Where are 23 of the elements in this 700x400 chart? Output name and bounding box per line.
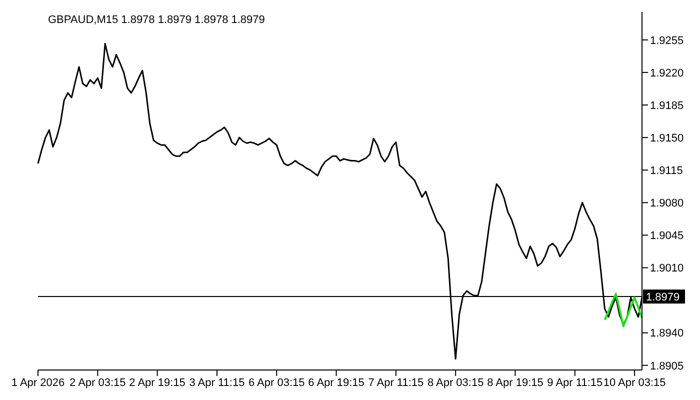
x-tick-label: 2 Apr 19:15 bbox=[129, 376, 186, 389]
y-tick-label: 1.9150 bbox=[650, 132, 684, 144]
x-tick-label: 3 Apr 11:15 bbox=[189, 376, 245, 389]
y-tick-label: 1.9080 bbox=[650, 198, 684, 210]
x-tick-label: 2 Apr 03:15 bbox=[70, 376, 126, 389]
x-tick-label: 1 Apr 2026 bbox=[11, 376, 65, 389]
y-tick-label: 1.9220 bbox=[650, 67, 684, 80]
ref-line-label: 1.8979 bbox=[646, 292, 680, 304]
y-tick-label: 1.8905 bbox=[650, 360, 684, 372]
x-tick-label: 8 Apr 03:15 bbox=[427, 376, 484, 389]
y-tick-label: 1.9255 bbox=[650, 34, 684, 47]
x-tick-label: 10 Apr 03:15 bbox=[603, 376, 666, 389]
x-tick-label: 6 Apr 03:15 bbox=[248, 376, 305, 389]
chart-title: GBPAUD,M15 1.8978 1.8979 1.8978 1.8979 bbox=[48, 14, 265, 26]
y-tick-label: 1.9010 bbox=[650, 262, 684, 275]
y-tick-label: 1.9185 bbox=[650, 100, 684, 112]
y-tick-label: 1.9045 bbox=[650, 230, 684, 242]
x-tick-label: 7 Apr 11:15 bbox=[368, 376, 424, 389]
x-tick-label: 6 Apr 19:15 bbox=[308, 376, 364, 389]
y-tick-label: 1.8940 bbox=[650, 328, 684, 340]
y-tick-label: 1.9115 bbox=[650, 164, 683, 177]
x-tick-label: 8 Apr 19:15 bbox=[487, 376, 544, 389]
x-tick-label: 9 Apr 11:15 bbox=[547, 376, 603, 389]
